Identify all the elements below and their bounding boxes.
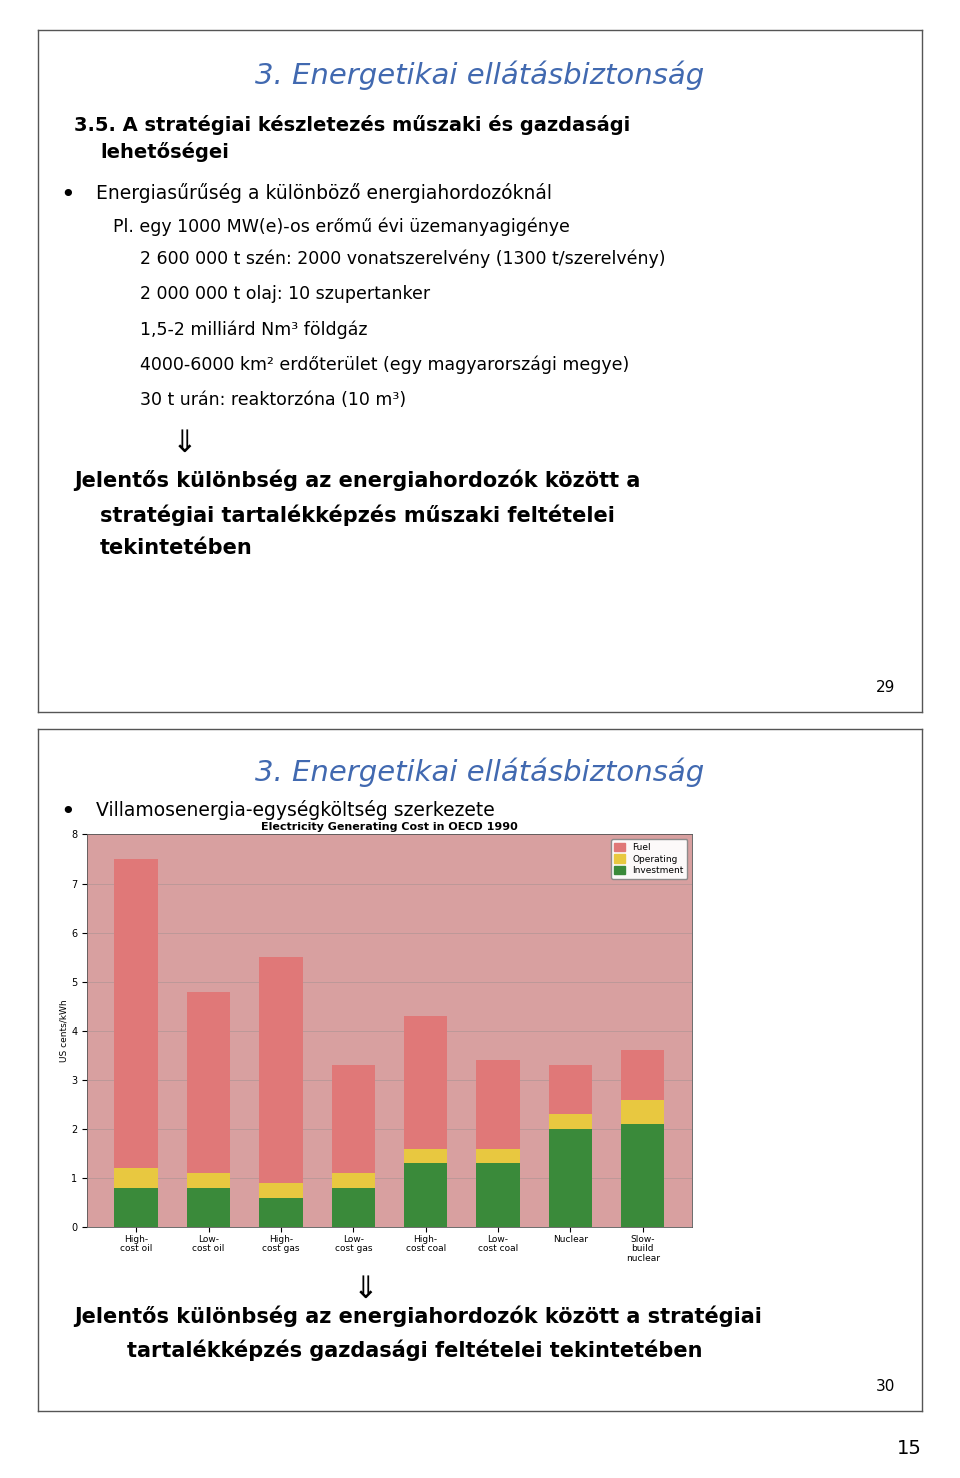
Bar [259,1182,302,1197]
Text: tartalékképzés gazdasági feltételei tekintetében: tartalékképzés gazdasági feltételei teki… [127,1339,702,1361]
Text: 4000-6000 km² erdőterület (egy magyarországi megye): 4000-6000 km² erdőterület (egy magyarors… [140,356,629,374]
Text: tekintetében: tekintetében [100,538,253,559]
Bar [259,958,302,1182]
Text: lehetőségei: lehetőségei [100,142,229,163]
Bar [476,1163,519,1227]
Text: 3. Energetikai ellátásbiztonság: 3. Energetikai ellátásbiztonság [255,757,705,786]
Bar [404,1148,447,1163]
Bar [621,1100,664,1125]
Text: stratégiai tartalékképzés műszaki feltételei: stratégiai tartalékképzés műszaki feltét… [100,504,615,526]
Text: 3.5. A stratégiai készletezés műszaki és gazdasági: 3.5. A stratégiai készletezés műszaki és… [74,115,630,134]
Bar [331,1188,375,1227]
Text: Energiasűrűség a különböző energiahordozóknál: Energiasűrűség a különböző energiahordoz… [96,183,552,202]
Bar [114,1168,157,1188]
Text: 2 000 000 t olaj: 10 szupertanker: 2 000 000 t olaj: 10 szupertanker [140,285,430,303]
Title: Electricity Generating Cost in OECD 1990: Electricity Generating Cost in OECD 1990 [261,822,517,832]
Text: ⇓: ⇓ [352,1276,378,1304]
Bar [549,1129,592,1227]
Bar [621,1125,664,1227]
Bar [259,1197,302,1227]
Bar [404,1163,447,1227]
Legend: Fuel, Operating, Investment: Fuel, Operating, Investment [611,840,687,879]
Bar [114,1188,157,1227]
Text: 1,5-2 milliárd Nm³ földgáz: 1,5-2 milliárd Nm³ földgáz [140,321,368,338]
Text: Villamosenergia-egységköltség szerkezete: Villamosenergia-egységköltség szerkezete [96,801,494,820]
Y-axis label: US cents/kWh: US cents/kWh [60,999,68,1063]
Bar [187,1188,230,1227]
Bar [187,992,230,1174]
Bar [114,859,157,1168]
Text: •: • [60,183,75,207]
Bar [549,1114,592,1129]
Text: 3. Energetikai ellátásbiztonság: 3. Energetikai ellátásbiztonság [255,61,705,90]
Text: Pl. egy 1000 MW(e)-os erőmű évi üzemanyagigénye: Pl. egy 1000 MW(e)-os erőmű évi üzemanya… [113,217,570,236]
Text: 2 600 000 t szén: 2000 vonatszerelvény (1300 t/szerelvény): 2 600 000 t szén: 2000 vonatszerelvény (… [140,250,665,268]
Bar [331,1066,375,1174]
Text: •: • [60,801,75,825]
Bar [476,1060,519,1148]
Text: 30: 30 [876,1379,895,1394]
Text: Jelentős különbség az energiahordozók között a: Jelentős különbség az energiahordozók kö… [74,470,640,492]
Text: ⇓: ⇓ [172,429,197,458]
Bar [476,1148,519,1163]
Bar [621,1051,664,1100]
Bar [187,1174,230,1188]
Text: 29: 29 [876,680,895,695]
Text: Jelentős különbség az energiahordozók között a stratégiai: Jelentős különbség az energiahordozók kö… [74,1305,761,1327]
Bar [331,1174,375,1188]
Text: 30 t urán: reaktorzóna (10 m³): 30 t urán: reaktorzóna (10 m³) [140,392,406,409]
Bar [404,1015,447,1148]
Bar [549,1066,592,1114]
Text: 15: 15 [897,1440,922,1457]
